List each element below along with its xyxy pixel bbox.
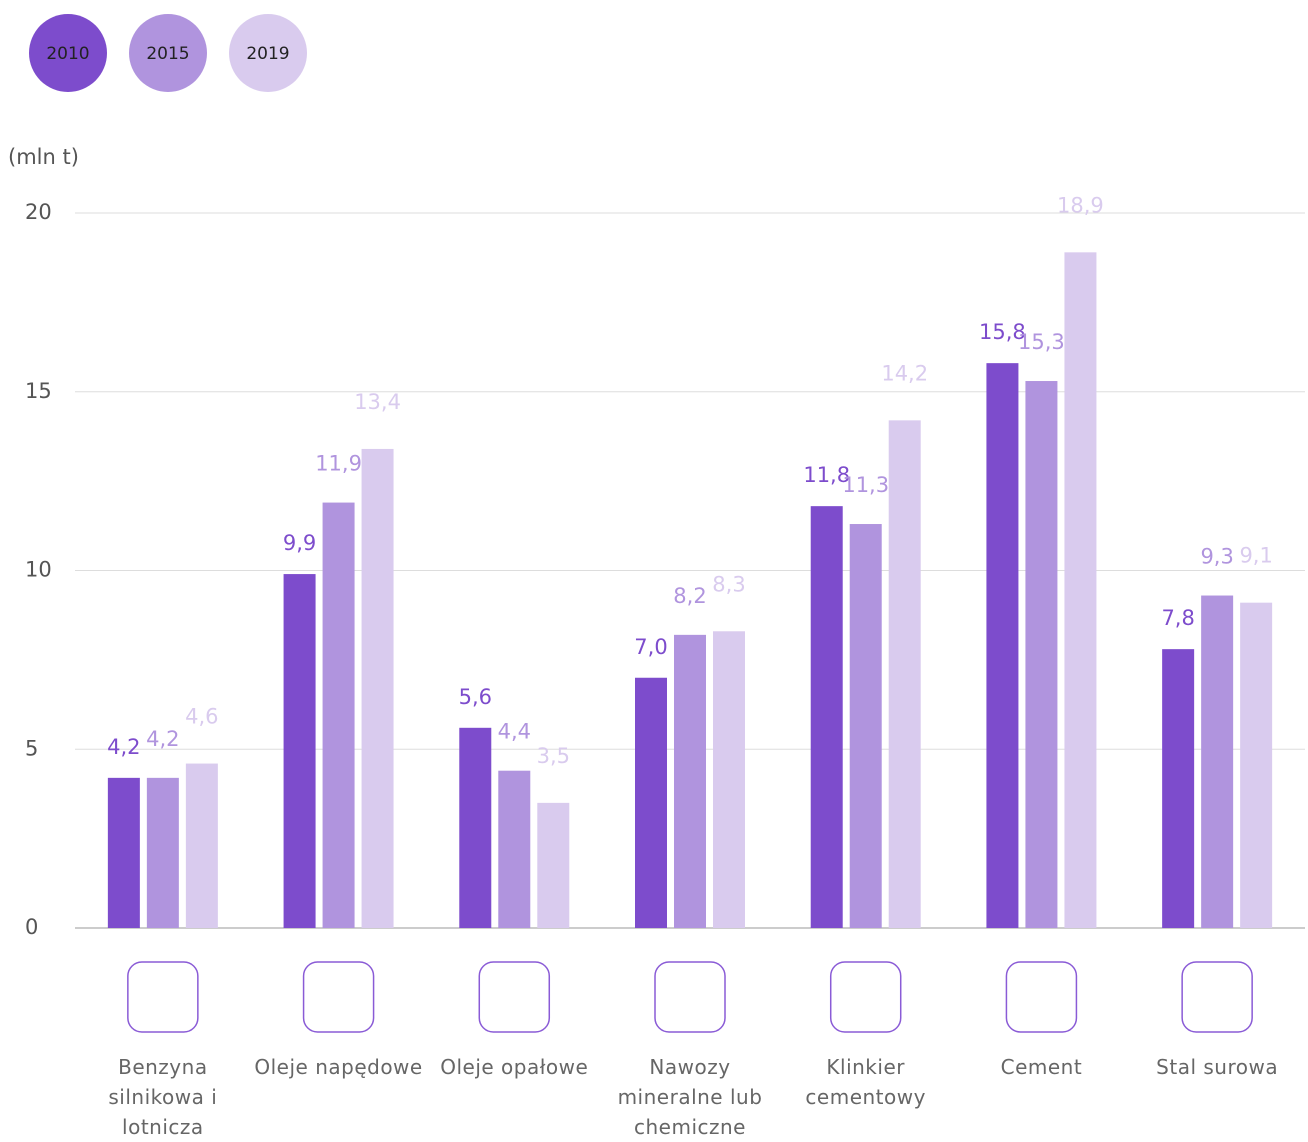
bar <box>459 727 492 928</box>
bar <box>283 574 316 928</box>
bar <box>361 448 394 928</box>
value-label: 11,9 <box>315 452 362 476</box>
bar <box>635 677 667 928</box>
y-axis-label: (mln t) <box>8 145 79 169</box>
y-tick-label: 20 <box>25 200 52 224</box>
value-label: 3,5 <box>537 744 570 768</box>
legend-label: 2019 <box>246 44 289 64</box>
value-label: 8,2 <box>673 584 706 608</box>
bar <box>1064 252 1097 928</box>
bar <box>1201 595 1234 928</box>
x-tick-label: Cement <box>1000 1055 1083 1079</box>
value-label: 15,8 <box>979 320 1026 344</box>
bar <box>185 763 218 928</box>
x-tick-label: Klinkier cementowy <box>805 1055 926 1109</box>
value-label: 9,3 <box>1200 545 1233 569</box>
x-tick-label: Oleje napędowe <box>254 1055 423 1079</box>
value-label: 8,3 <box>712 572 745 596</box>
y-tick-label: 0 <box>25 915 38 939</box>
category-icon <box>478 961 551 1033</box>
value-label: 15,3 <box>1018 330 1065 354</box>
bar <box>810 506 843 928</box>
y-tick-label: 15 <box>25 379 52 403</box>
bar <box>1025 381 1058 928</box>
y-tick-label: 5 <box>25 736 38 760</box>
bar <box>986 363 1019 928</box>
value-label: 4,2 <box>107 735 140 759</box>
bar <box>146 777 179 928</box>
legend-label: 2010 <box>46 44 89 64</box>
value-label: 13,4 <box>354 390 401 414</box>
value-label: 5,6 <box>459 685 492 709</box>
x-tick-label: Stal surowa <box>1156 1055 1279 1079</box>
bar <box>1240 602 1273 928</box>
x-tick-label: Nawozy mineralne lub chemiczne <box>617 1055 763 1139</box>
value-label: 11,8 <box>803 463 850 487</box>
y-tick-label: 10 <box>25 558 52 582</box>
bar <box>537 802 570 928</box>
bar <box>888 420 921 928</box>
legend-swatch <box>29 14 107 92</box>
value-label: 4,2 <box>146 727 179 751</box>
x-tick-label: Oleje opałowe <box>440 1055 589 1079</box>
legend-swatch <box>129 14 207 92</box>
category-icon <box>1181 961 1253 1033</box>
category-icon <box>829 961 902 1033</box>
value-label: 14,2 <box>881 361 928 385</box>
category-icon <box>654 961 726 1033</box>
value-label: 7,0 <box>634 635 667 659</box>
legend-swatch <box>229 14 307 92</box>
value-label: 7,8 <box>1161 606 1194 630</box>
category-icon <box>127 961 199 1033</box>
value-label: 4,6 <box>185 705 218 729</box>
bar <box>1162 649 1195 928</box>
bar <box>322 502 355 928</box>
bar <box>674 634 706 928</box>
value-label: 11,3 <box>842 473 889 497</box>
value-label: 9,1 <box>1239 544 1272 568</box>
value-label: 4,4 <box>498 720 531 744</box>
bar <box>713 631 745 928</box>
x-tick-label: Benzyna silnikowa i lotnicza <box>108 1055 218 1139</box>
bar <box>498 770 531 928</box>
bar <box>107 777 140 928</box>
value-label: 9,9 <box>283 531 316 555</box>
bar <box>849 524 882 928</box>
legend-label: 2015 <box>146 44 189 64</box>
value-label: 18,9 <box>1057 193 1104 217</box>
category-icon <box>1005 961 1078 1033</box>
category-icon <box>302 961 375 1033</box>
